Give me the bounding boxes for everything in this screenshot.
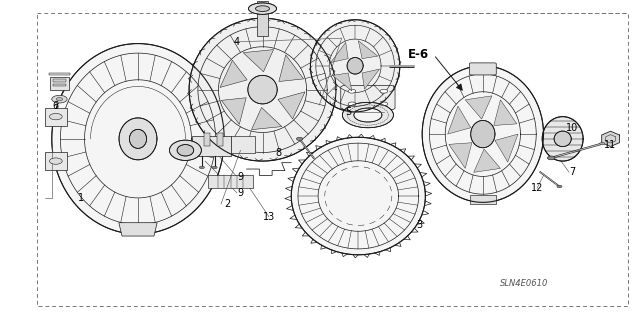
Polygon shape (279, 55, 303, 82)
Ellipse shape (470, 121, 495, 148)
Polygon shape (602, 131, 620, 146)
FancyBboxPatch shape (469, 63, 496, 75)
Ellipse shape (354, 108, 382, 122)
Bar (204, 133, 210, 146)
Text: 8: 8 (275, 148, 282, 158)
Bar (49, 73, 70, 75)
Bar (50, 77, 69, 90)
Ellipse shape (255, 6, 269, 11)
Polygon shape (278, 92, 305, 119)
Bar (45, 152, 67, 170)
Polygon shape (243, 49, 273, 72)
Polygon shape (119, 223, 157, 236)
Text: 10: 10 (566, 123, 579, 133)
Polygon shape (474, 149, 500, 172)
Ellipse shape (189, 18, 336, 161)
Polygon shape (332, 73, 352, 91)
Ellipse shape (248, 75, 277, 104)
Bar (216, 133, 223, 146)
Circle shape (56, 98, 63, 101)
Circle shape (212, 166, 217, 169)
Ellipse shape (554, 131, 572, 147)
Text: 2: 2 (224, 199, 230, 209)
Ellipse shape (248, 3, 276, 14)
Text: 11: 11 (604, 140, 617, 150)
Polygon shape (358, 41, 378, 59)
Circle shape (380, 102, 388, 106)
Ellipse shape (129, 129, 147, 148)
Circle shape (296, 137, 303, 140)
Circle shape (557, 185, 562, 188)
Bar (208, 175, 253, 188)
Bar (192, 136, 230, 156)
Text: E-6: E-6 (408, 48, 429, 61)
Ellipse shape (170, 140, 202, 160)
Ellipse shape (119, 118, 157, 160)
Ellipse shape (52, 44, 224, 234)
Circle shape (600, 142, 605, 145)
Circle shape (199, 166, 204, 169)
Text: 12: 12 (531, 183, 543, 193)
Polygon shape (465, 96, 492, 119)
Ellipse shape (347, 57, 363, 74)
Ellipse shape (542, 117, 583, 161)
Circle shape (380, 89, 388, 93)
Bar (470, 195, 495, 204)
Ellipse shape (177, 145, 194, 156)
Circle shape (52, 95, 67, 103)
Polygon shape (331, 42, 348, 63)
Polygon shape (220, 60, 247, 87)
Ellipse shape (422, 66, 543, 202)
Polygon shape (447, 106, 471, 134)
Polygon shape (495, 134, 518, 162)
Text: SLN4E0610: SLN4E0610 (500, 279, 548, 288)
Bar (53, 84, 66, 86)
Circle shape (348, 89, 356, 93)
Ellipse shape (291, 137, 426, 255)
Text: 9: 9 (237, 172, 243, 182)
Text: 5: 5 (346, 107, 352, 117)
Polygon shape (494, 100, 517, 125)
Polygon shape (221, 98, 246, 124)
Circle shape (49, 158, 62, 164)
Circle shape (49, 114, 62, 120)
Bar (230, 136, 255, 153)
Ellipse shape (342, 102, 394, 128)
Text: 9: 9 (237, 188, 243, 198)
Text: 4: 4 (234, 37, 240, 47)
Text: 13: 13 (263, 212, 275, 222)
Bar (257, 1, 268, 36)
Text: 1: 1 (77, 193, 84, 203)
Text: 7: 7 (569, 167, 575, 177)
Ellipse shape (310, 20, 400, 112)
Circle shape (348, 102, 356, 106)
Bar (45, 108, 67, 125)
Circle shape (547, 156, 555, 160)
Polygon shape (362, 69, 380, 89)
Polygon shape (252, 108, 282, 130)
FancyBboxPatch shape (340, 86, 395, 109)
Polygon shape (449, 143, 472, 168)
Text: 3: 3 (416, 219, 422, 230)
Text: 6: 6 (52, 100, 58, 110)
Bar (53, 79, 66, 82)
